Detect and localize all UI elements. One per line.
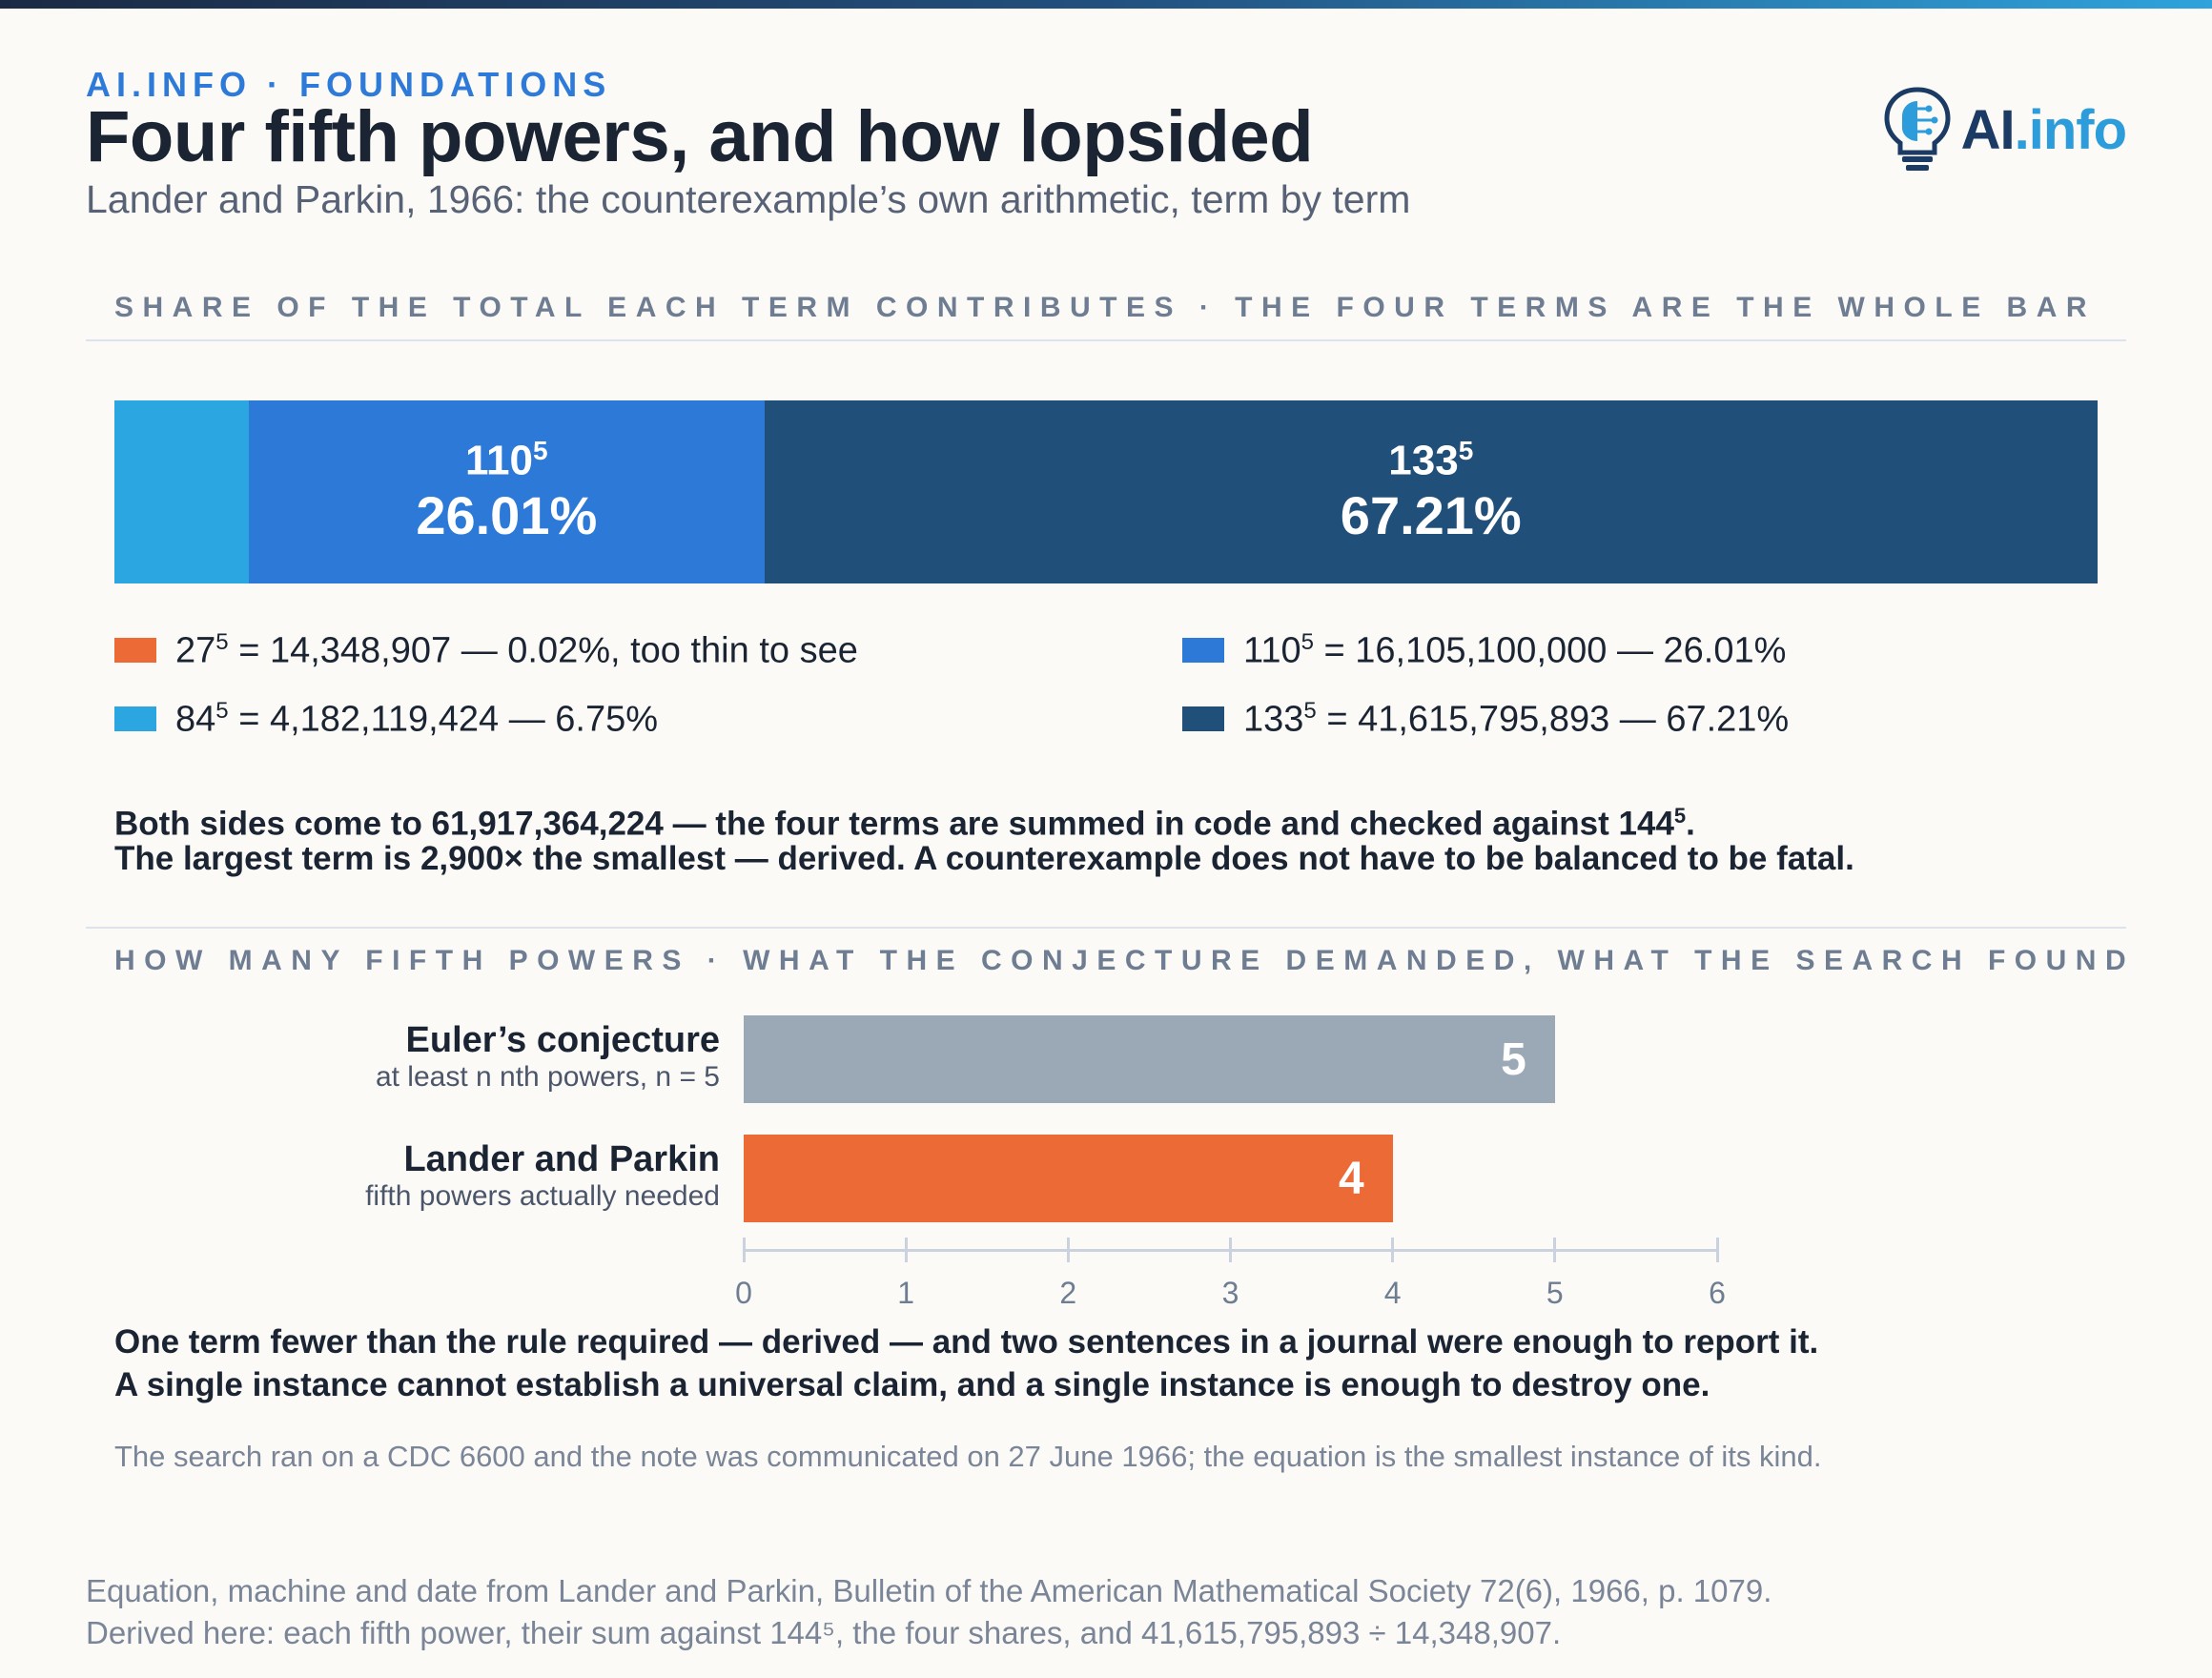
share-segment-percent: 67.21%	[1340, 484, 1522, 545]
bar-category-sublabel: at least n nth powers, n = 5	[375, 1061, 720, 1093]
x-axis-tick	[742, 1238, 746, 1262]
count-bar-value: 4	[1338, 1153, 1364, 1204]
legend-swatch	[114, 638, 156, 664]
legend-item-110: 1105 = 16,105,100,000 — 26.01%	[1182, 629, 1786, 672]
legend-swatch	[1182, 706, 1224, 732]
share-segment-label: 1335	[1388, 437, 1473, 483]
x-axis-tick-label: 0	[735, 1276, 752, 1310]
count-bar-0: 5	[744, 1015, 1555, 1103]
legend-text: 275 = 14,348,907 — 0.02%, too thin to se…	[175, 629, 858, 671]
section-label-shares: SHARE OF THE TOTAL EACH TERM CONTRIBUTES…	[114, 292, 2097, 323]
source-line2: Derived here: each fifth power, their su…	[86, 1615, 1562, 1650]
lightbulb-brain-icon	[1884, 87, 1951, 171]
x-axis-tick-label: 1	[897, 1276, 915, 1310]
legend-text: 1105 = 16,105,100,000 — 26.01%	[1243, 629, 1787, 671]
bar-category-sublabel: fifth powers actually needed	[365, 1180, 720, 1212]
source-line1: Equation, machine and date from Lander a…	[86, 1573, 1772, 1608]
segment-exponent: 5	[533, 435, 548, 465]
segment-exponent: 5	[1458, 435, 1474, 465]
x-axis-tick	[1229, 1238, 1232, 1262]
count-note-line1: One term fewer than the rule required — …	[114, 1323, 1819, 1361]
x-axis-tick-label: 4	[1383, 1276, 1402, 1310]
page-title: Four fifth powers, and how lopsided	[86, 96, 1314, 177]
x-axis-tick-label: 6	[1709, 1276, 1726, 1310]
x-axis-tick-label: 5	[1546, 1276, 1564, 1310]
sum-note-period: .	[1686, 805, 1695, 843]
share-legend: 275 = 14,348,907 — 0.02%, too thin to se…	[114, 629, 2098, 763]
segment-base: 110	[465, 437, 533, 484]
bar-category-label: Euler’s conjecture	[405, 1020, 720, 1060]
section-divider	[86, 927, 2126, 929]
legend-text: 845 = 4,182,119,424 — 6.75%	[175, 698, 658, 740]
x-axis-tick-label: 3	[1221, 1276, 1239, 1310]
sum-note-line1: Both sides come to 61,917,364,224 — the …	[114, 794, 1695, 846]
logo-info-text: .info	[2014, 98, 2127, 161]
legend-item-133: 1335 = 41,615,795,893 — 67.21%	[1182, 698, 1789, 741]
machine-note: The search ran on a CDC 6600 and the not…	[114, 1440, 1822, 1473]
count-note-line2: A single instance cannot establish a uni…	[114, 1366, 1710, 1403]
sum-note-line2: The largest term is 2,900× the smallest …	[114, 840, 1854, 877]
x-axis-tick	[1553, 1238, 1557, 1262]
legend-swatch	[114, 706, 156, 732]
page-subtitle: Lander and Parkin, 1966: the counterexam…	[86, 177, 1411, 221]
count-bar-1: 4	[744, 1135, 1393, 1222]
x-axis-tick	[1391, 1238, 1395, 1262]
stacked-share-bar: 1105 26.01% 1335 67.21%	[114, 400, 2098, 583]
x-axis-tick-label: 2	[1059, 1276, 1077, 1310]
x-axis-tick	[904, 1238, 908, 1262]
logo-ai-text: AI	[1960, 98, 2016, 161]
x-axis: 0 1 2 3 4 5 6	[735, 1238, 1726, 1323]
share-segment-label: 1105	[465, 437, 548, 483]
top-accent-bar	[0, 0, 2212, 9]
bar-label-1: Lander and Parkin fifth powers actually n…	[365, 1138, 720, 1213]
segment-base: 133	[1388, 437, 1459, 484]
sum-note-line1-text: Both sides come to 61,917,364,224 — the …	[114, 805, 1674, 843]
legend-text: 1335 = 41,615,795,893 — 67.21%	[1243, 698, 1790, 740]
share-segment-133: 1335 67.21%	[764, 400, 2098, 583]
bar-category-label: Lander and Parkin	[403, 1139, 720, 1179]
kicker: AI.INFO · FOUNDATIONS	[86, 65, 612, 104]
legend-swatch	[1182, 638, 1224, 664]
logo: AI.info	[1879, 84, 2127, 175]
legend-item-27: 275 = 14,348,907 — 0.02%, too thin to se…	[114, 629, 858, 672]
x-axis-tick	[1066, 1238, 1070, 1262]
sum-note-exponent: 5	[1673, 804, 1687, 828]
logo-wordmark: AI.info	[1960, 98, 2127, 162]
share-segment-110: 1105 26.01%	[248, 400, 765, 583]
bar-label-0: Euler’s conjecture at least n nth powers,…	[376, 1019, 720, 1094]
count-bar-chart: Euler’s conjecture at least n nth powers,…	[0, 992, 2212, 1297]
section-label-counts: HOW MANY FIFTH POWERS · WHAT THE CONJECT…	[114, 945, 2136, 976]
legend-item-84: 845 = 4,182,119,424 — 6.75%	[114, 698, 658, 741]
section-divider	[86, 339, 2126, 341]
count-bar-value: 5	[1501, 1033, 1526, 1085]
share-segment-84	[114, 400, 249, 583]
share-segment-percent: 26.01%	[416, 484, 598, 545]
x-axis-tick	[1715, 1238, 1719, 1262]
